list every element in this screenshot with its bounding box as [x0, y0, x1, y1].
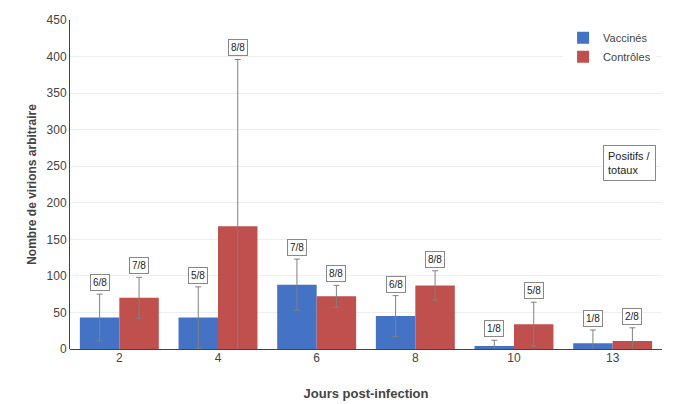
svg-text:10: 10 — [507, 351, 521, 365]
svg-text:100: 100 — [47, 269, 67, 283]
svg-text:4: 4 — [215, 351, 222, 365]
svg-text:300: 300 — [47, 123, 67, 137]
svg-text:50: 50 — [53, 306, 67, 320]
svg-text:7/8: 7/8 — [290, 242, 304, 253]
svg-text:5/8: 5/8 — [191, 270, 205, 281]
svg-text:2/8: 2/8 — [625, 311, 639, 322]
svg-text:8/8: 8/8 — [329, 268, 343, 279]
svg-text:150: 150 — [47, 233, 67, 247]
svg-text:13: 13 — [606, 351, 620, 365]
svg-text:2: 2 — [116, 351, 123, 365]
svg-text:400: 400 — [47, 50, 67, 64]
svg-text:8/8: 8/8 — [428, 254, 442, 265]
svg-text:Positifs /totaux: Positifs /totaux — [608, 150, 651, 176]
svg-text:Contrôles: Contrôles — [603, 51, 651, 63]
svg-text:5/8: 5/8 — [527, 285, 541, 296]
svg-text:Jours post-infection: Jours post-infection — [304, 386, 429, 401]
svg-text:7/8: 7/8 — [132, 260, 146, 271]
svg-text:Vaccinés: Vaccinés — [603, 32, 647, 44]
svg-text:200: 200 — [47, 196, 67, 210]
svg-text:1/8: 1/8 — [487, 323, 501, 334]
svg-text:450: 450 — [47, 13, 67, 27]
svg-text:6/8: 6/8 — [93, 277, 107, 288]
svg-text:0: 0 — [60, 342, 67, 356]
svg-text:8/8: 8/8 — [231, 42, 245, 53]
svg-text:6: 6 — [313, 351, 320, 365]
svg-text:1/8: 1/8 — [586, 313, 600, 324]
svg-text:350: 350 — [47, 86, 67, 100]
svg-text:6/8: 6/8 — [389, 279, 403, 290]
svg-text:250: 250 — [47, 159, 67, 173]
svg-text:Nombre de virions arbitraire: Nombre de virions arbitraire — [25, 104, 39, 265]
svg-text:8: 8 — [412, 351, 419, 365]
